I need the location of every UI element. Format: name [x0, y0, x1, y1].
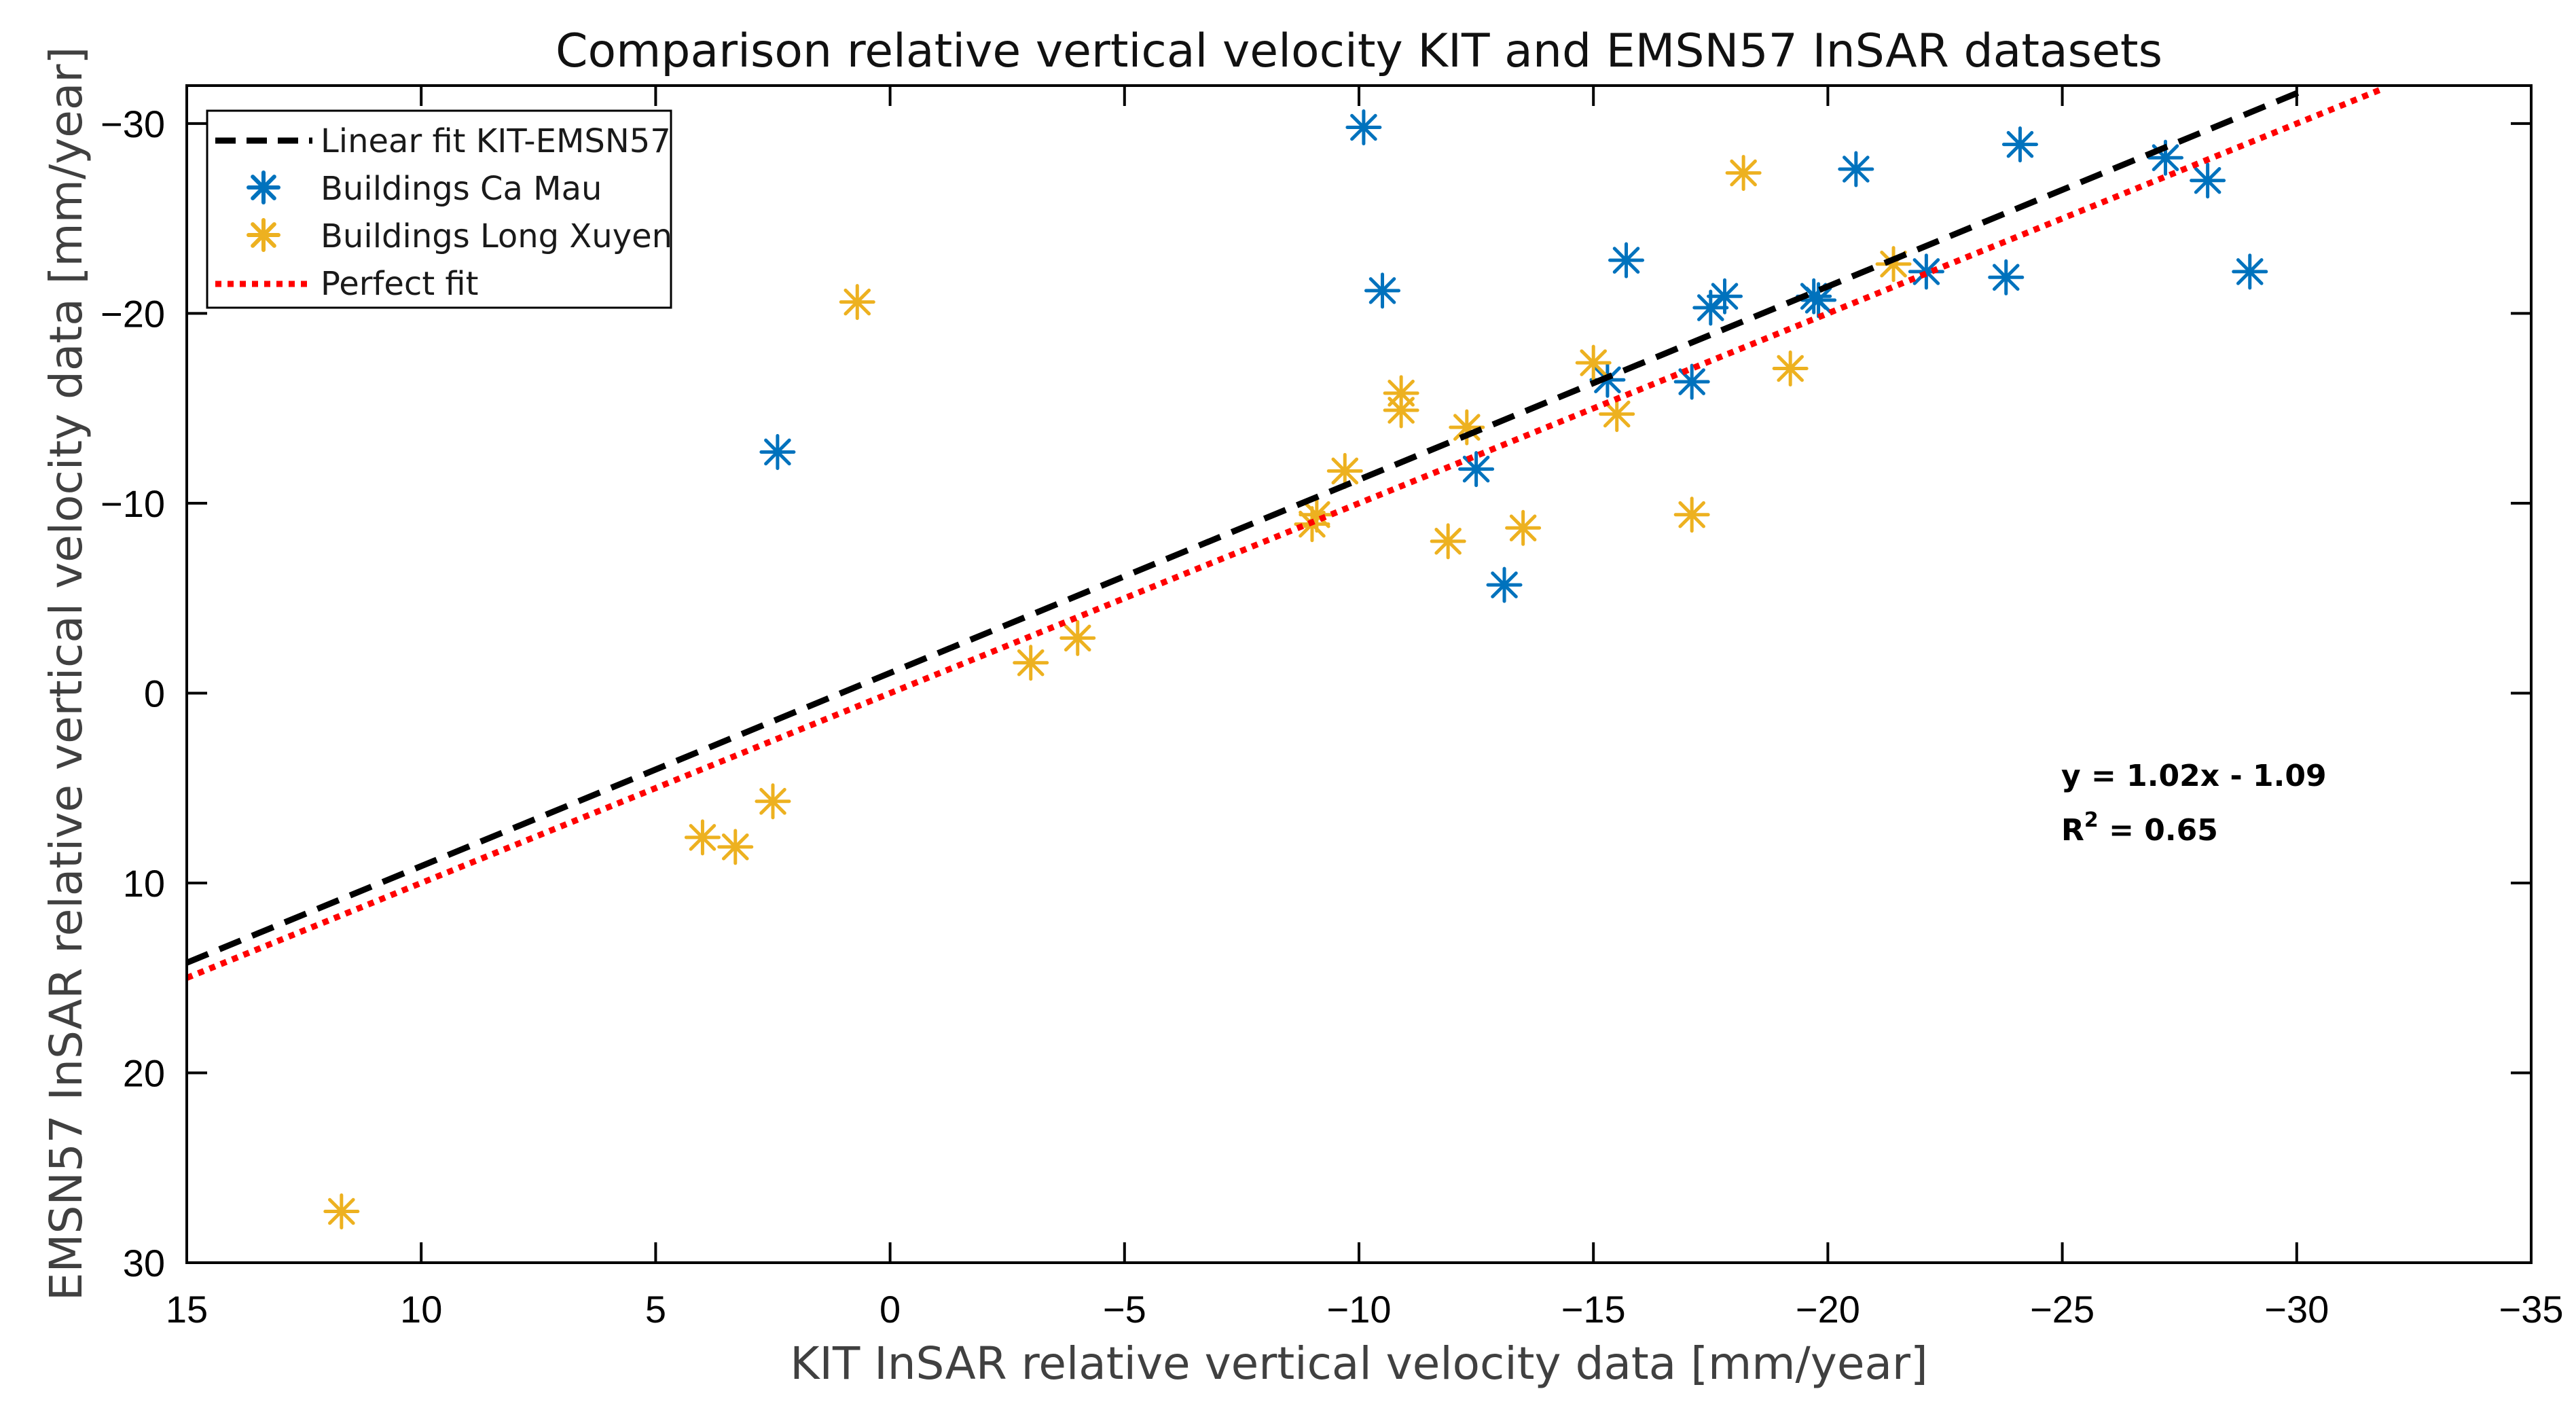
point-long-xuyen	[1505, 509, 1542, 546]
x-tick-label: −30	[2264, 1288, 2329, 1331]
x-tick-label: 0	[879, 1288, 901, 1331]
fit-equation: y = 1.02x - 1.09	[2061, 759, 2327, 793]
point-ca-mau	[2232, 253, 2268, 290]
legend: Linear fit KIT-EMSN57 Buildings Ca Mau B…	[206, 109, 672, 309]
perfect-fit-line	[185, 86, 2382, 981]
legend-item-perfect-fit: Perfect fit	[215, 265, 478, 303]
series-long-xuyen	[323, 155, 1912, 1230]
y-tick-label: −10	[101, 482, 165, 525]
y-tick-label: 10	[123, 862, 165, 905]
legend-label-long-xuyen: Buildings Long Xuyen	[321, 217, 672, 255]
x-tick-label: −15	[1561, 1288, 1626, 1331]
point-ca-mau	[1608, 242, 1645, 278]
r-squared: R2 = 0.65	[2061, 808, 2218, 848]
point-ca-mau	[1673, 363, 1710, 400]
x-tick-label: −25	[2030, 1288, 2094, 1331]
point-long-xuyen	[1673, 497, 1710, 533]
point-long-xuyen	[1326, 452, 1363, 489]
y-axis-label: EMSN57 InSAR relative vertical velocity …	[40, 47, 92, 1301]
legend-marker-ca-mau	[247, 170, 280, 204]
point-long-xuyen	[1772, 350, 1809, 386]
point-ca-mau	[1800, 282, 1837, 319]
legend-label-perfect-fit: Perfect fit	[321, 265, 478, 303]
x-tick-label: −35	[2499, 1288, 2564, 1331]
r-squared-superscript: 2	[2084, 808, 2099, 832]
point-long-xuyen	[1599, 396, 1635, 433]
y-tick-label: 20	[123, 1051, 165, 1094]
point-ca-mau	[1988, 259, 2025, 295]
plot-marks	[185, 86, 2382, 1230]
x-tick-label: −10	[1327, 1288, 1392, 1331]
point-long-xuyen	[755, 783, 791, 820]
y-tick-label: 30	[123, 1242, 165, 1284]
y-ticks: −30 −20 −10 0 10 20 30	[101, 103, 2531, 1284]
chart-title: Comparison relative vertical velocity KI…	[556, 24, 2162, 78]
series-ca-mau	[759, 109, 2268, 603]
point-ca-mau	[1838, 151, 1874, 187]
point-ca-mau	[2190, 162, 2226, 199]
point-long-xuyen	[323, 1193, 360, 1230]
x-tick-label: −20	[1796, 1288, 1860, 1331]
point-ca-mau	[1692, 289, 1729, 326]
r-squared-value: = 0.65	[2099, 813, 2218, 848]
point-long-xuyen	[684, 819, 721, 856]
point-ca-mau	[1458, 451, 1495, 488]
point-ca-mau	[2001, 126, 2038, 163]
legend-marker-long-xuyen	[247, 218, 280, 252]
legend-label-ca-mau: Buildings Ca Mau	[321, 170, 602, 208]
point-long-xuyen	[1725, 155, 1762, 192]
legend-item-linear-fit: Linear fit KIT-EMSN57	[215, 122, 671, 160]
x-ticks: 15 10 5 0 −5 −10 −15 −20 −25 −30 −35	[166, 86, 2564, 1331]
x-tick-label: 10	[400, 1288, 442, 1331]
point-long-xuyen	[1383, 392, 1419, 429]
x-axis-label: KIT InSAR relative vertical velocity dat…	[790, 1337, 1928, 1390]
r-squared-prefix: R	[2061, 813, 2084, 848]
legend-swatch-long-xuyen	[247, 218, 280, 252]
point-ca-mau	[1707, 278, 1743, 314]
point-ca-mau	[1486, 566, 1523, 603]
y-tick-label: 0	[144, 672, 165, 715]
point-long-xuyen	[1013, 645, 1049, 681]
x-tick-label: −5	[1103, 1288, 1146, 1331]
fit-annotation: y = 1.02x - 1.09 R2 = 0.65	[2061, 759, 2327, 848]
legend-label-linear-fit: Linear fit KIT-EMSN57	[321, 122, 671, 160]
point-long-xuyen	[839, 284, 875, 321]
linear-fit-line	[185, 86, 2308, 966]
point-ca-mau	[1908, 253, 1944, 290]
point-ca-mau	[1364, 272, 1401, 309]
point-long-xuyen	[717, 829, 754, 865]
x-tick-label: 5	[645, 1288, 666, 1331]
point-ca-mau	[759, 433, 796, 470]
legend-item-long-xuyen: Buildings Long Xuyen	[247, 217, 672, 255]
point-long-xuyen	[1430, 523, 1466, 560]
point-long-xuyen	[1299, 497, 1335, 533]
legend-item-ca-mau: Buildings Ca Mau	[247, 170, 602, 208]
legend-swatch-ca-mau	[247, 170, 280, 204]
y-tick-label: −20	[101, 292, 165, 335]
point-ca-mau	[1345, 109, 1382, 145]
plot-frame	[185, 84, 2533, 1264]
y-tick-label: −30	[101, 103, 165, 145]
point-long-xuyen	[1059, 619, 1096, 656]
point-long-xuyen	[1575, 344, 1612, 381]
x-tick-label: 15	[166, 1288, 208, 1331]
